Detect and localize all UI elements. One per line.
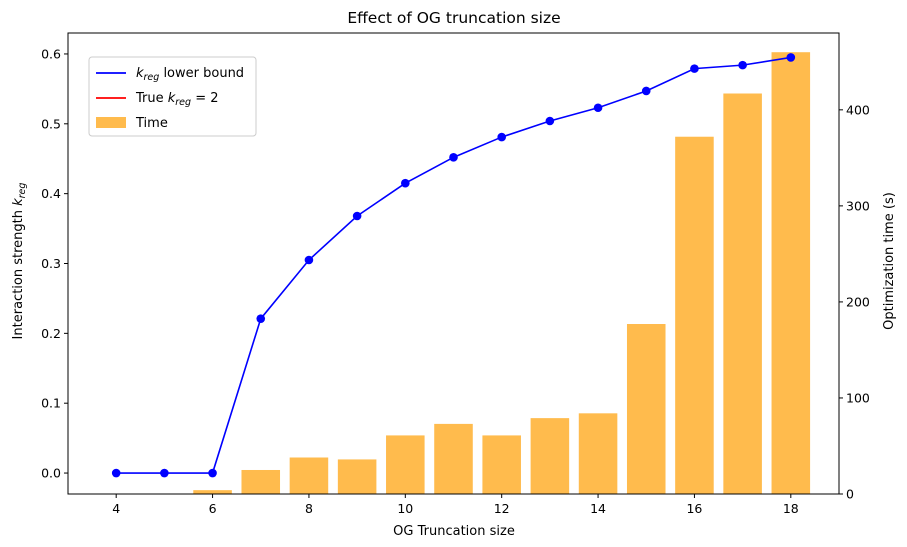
x-tick-label: 14 [590,501,606,516]
y-axis-left-title-text: Interaction strength [11,206,26,340]
y-right-tick-label: 300 [846,198,870,213]
y-axis-right-title: Optimization time (s) [882,192,897,330]
time-bar [386,435,425,494]
y-left-tick-label: 0.4 [41,186,61,201]
legend-true-kreg-sub: reg [175,97,191,108]
legend: kreg lower bound True kreg = 2 Time [88,56,257,137]
time-bar [530,418,570,494]
y-right-tick-label: 200 [846,294,870,309]
x-tick-label: 10 [397,501,413,516]
kreg-point [352,211,362,221]
y-axis-left-title-sub: reg [17,183,28,199]
kreg-point [690,64,699,73]
kreg-point [593,103,603,113]
x-tick-label: 6 [209,501,217,516]
legend-kreg-label: kreg lower bound [136,66,244,83]
time-bar [675,136,714,494]
y-right-tick-label: 100 [846,390,870,405]
kreg-point [208,468,217,478]
kreg-point [786,53,796,62]
time-bar [723,93,762,494]
kreg-point [111,468,121,478]
legend-true-kreg-post: = 2 [191,91,218,106]
x-tick-label: 4 [112,501,120,516]
x-tick-label: 16 [686,501,702,516]
kreg-point [160,468,169,478]
kreg-point [738,60,747,70]
time-bar [241,469,281,494]
y-left-tick-label: 0.3 [41,256,61,271]
time-bar [289,457,329,494]
legend-true-kreg-sym: k [168,91,176,106]
y-right-tick-label: 400 [846,102,870,117]
legend-kreg-sym: k [136,66,144,81]
y-axis-left-title: Interaction strength kreg [11,183,28,340]
kreg-point [304,255,314,265]
time-bar [482,435,521,494]
y-left-tick-label: 0.2 [41,326,61,341]
kreg-point [449,153,458,162]
time-bar [337,459,377,494]
tick-marks: 4 6 8 10 12 14 16 18 0.0 0.1 0.2 0.3 0.4 0.5 0.6 0 100 20… [41,46,870,516]
kreg-line-series [111,53,796,478]
y-left-tick-label: 0.5 [41,116,61,131]
kreg-point [497,132,506,142]
y-left-tick-label: 0.6 [41,46,61,61]
x-axis-title: OG Truncation size [393,524,515,539]
y-right-tick-label: 0 [846,487,854,502]
legend-time-label: Time [135,116,168,131]
y-left-tick-label: 0.1 [41,396,61,411]
time-bar [578,413,618,494]
time-bar [771,52,811,494]
legend-true-kreg-pre: True [135,91,168,106]
legend-kreg-sub: reg [144,72,160,83]
legend-kreg-post: lower bound [159,66,244,81]
legend-box [88,56,257,137]
y-axis-left-title-sym: k [11,198,26,206]
time-bar [434,423,473,494]
y-left-tick-label: 0.0 [41,466,61,481]
kreg-point [641,86,651,96]
x-tick-label: 18 [783,501,799,516]
time-bar [193,490,232,494]
x-tick-label: 12 [494,501,510,516]
legend-true-kreg-label: True kreg = 2 [135,91,219,108]
x-tick-label: 8 [305,501,313,516]
time-bars [193,52,811,494]
time-bar [626,324,666,494]
legend-time-bar-marker [96,117,126,128]
chart-title: Effect of OG truncation size [347,9,560,27]
kreg-point [545,116,555,126]
kreg-point [256,314,266,323]
kreg-point [401,178,410,188]
